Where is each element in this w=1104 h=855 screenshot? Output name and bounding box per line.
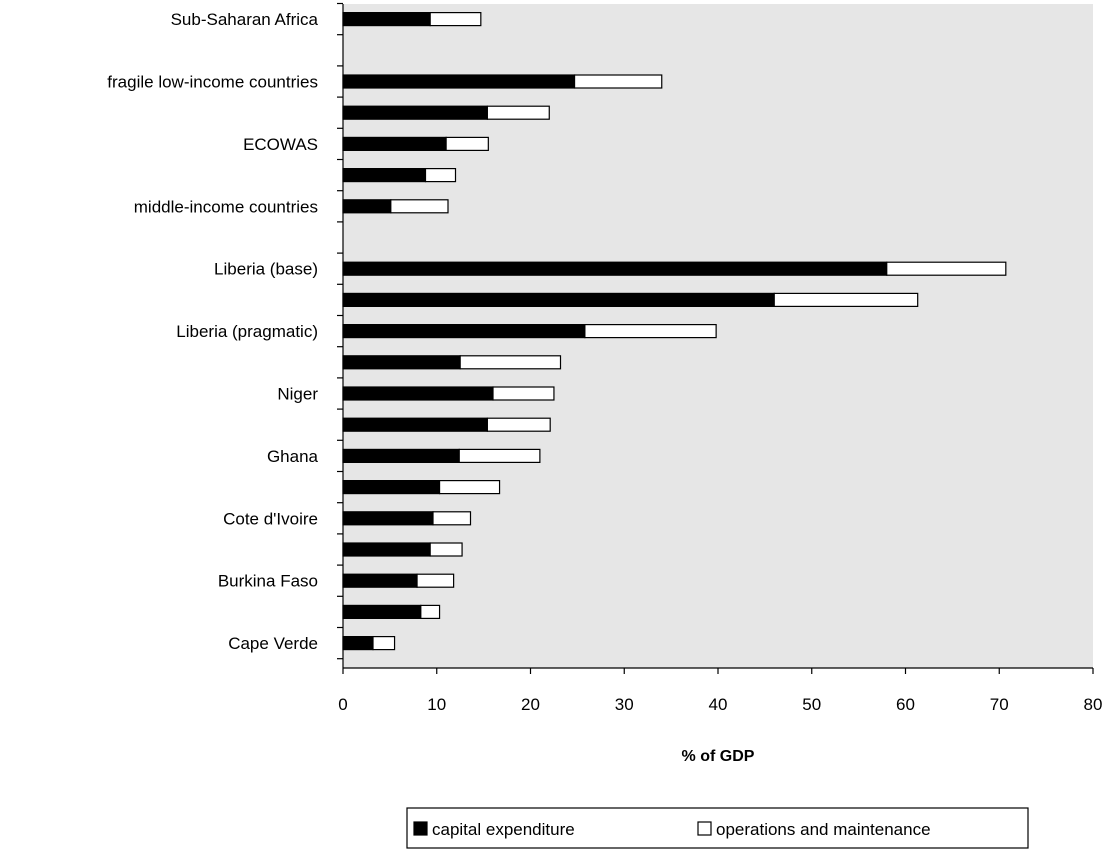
bar-capital-4 [342, 136, 447, 151]
bar-om-18 [416, 573, 455, 588]
bar-capital-10 [342, 324, 586, 339]
bar-capital-19 [342, 604, 422, 620]
bar-om-14 [458, 448, 541, 463]
legend-swatch-capital [413, 821, 428, 836]
bar-om-8 [886, 261, 1007, 276]
bar-om-5 [424, 168, 457, 183]
x-tick-label: 20 [521, 695, 540, 714]
category-label: fragile low-income countries [107, 73, 318, 92]
bar-capital-14 [342, 448, 460, 463]
bar-capital-8 [342, 261, 888, 276]
legend-label-om: operations and maintenance [716, 820, 931, 839]
category-label: Burkina Faso [218, 572, 318, 591]
bar-om-20 [372, 635, 396, 651]
bar-om-13 [486, 417, 551, 432]
bar-capital-9 [342, 292, 775, 307]
x-tick-label: 60 [896, 695, 915, 714]
bar-capital-15 [342, 480, 441, 495]
y-axis: Sub-Saharan Africa fragile low-income cou… [107, 2, 344, 668]
bar-capital-6 [342, 199, 392, 214]
category-label: Cape Verde [228, 634, 318, 653]
category-label: Niger [277, 385, 318, 404]
category-label: Cote d'Ivoire [223, 509, 318, 528]
category-label: ECOWAS [243, 135, 318, 154]
x-tick-label: 70 [990, 695, 1009, 714]
bar-capital-16 [342, 511, 434, 526]
x-tick-label: 80 [1084, 695, 1103, 714]
x-tick-label: 50 [802, 695, 821, 714]
x-axis-title: % of GDP [682, 748, 755, 765]
x-tick-label: 10 [427, 695, 446, 714]
bar-capital-3 [342, 105, 488, 120]
bar-capital-0 [342, 12, 431, 27]
bar-capital-20 [342, 635, 374, 651]
bar-om-10 [584, 324, 717, 339]
bar-om-15 [438, 480, 501, 495]
x-tick-label: 30 [615, 695, 634, 714]
x-tick-label: 40 [709, 695, 728, 714]
bar-capital-11 [342, 355, 461, 370]
bar-om-9 [773, 292, 919, 307]
category-label: Ghana [267, 447, 319, 466]
bar-om-6 [390, 199, 449, 214]
bar-capital-12 [342, 386, 494, 401]
category-label: Liberia (pragmatic) [176, 322, 318, 341]
bar-om-12 [492, 386, 555, 401]
bar-capital-5 [342, 168, 427, 183]
bar-capital-13 [342, 417, 488, 432]
bar-om-19 [420, 604, 441, 620]
bar-om-4 [445, 136, 489, 151]
legend-box [406, 807, 1029, 849]
bar-capital-2 [342, 74, 576, 89]
bar-om-2 [573, 74, 663, 89]
bar-om-16 [432, 511, 472, 526]
x-tick-label: 0 [338, 695, 347, 714]
bar-capital-18 [342, 573, 418, 588]
legend-label-capital: capital expenditure [432, 820, 575, 839]
bar-om-0 [429, 12, 482, 27]
legend-swatch-om [697, 821, 712, 836]
bar-capital-17 [342, 542, 431, 557]
x-axis: 0 10 20 30 40 50 60 70 80 [338, 667, 1103, 714]
bar-om-17 [429, 542, 463, 557]
bar-om-11 [459, 355, 562, 370]
legend: capital expenditure operations and mainte… [406, 807, 1029, 849]
bar-om-3 [486, 105, 550, 120]
category-label: Sub-Saharan Africa [171, 10, 319, 29]
category-label: middle-income countries [134, 197, 318, 216]
category-label: Liberia (base) [214, 260, 318, 279]
